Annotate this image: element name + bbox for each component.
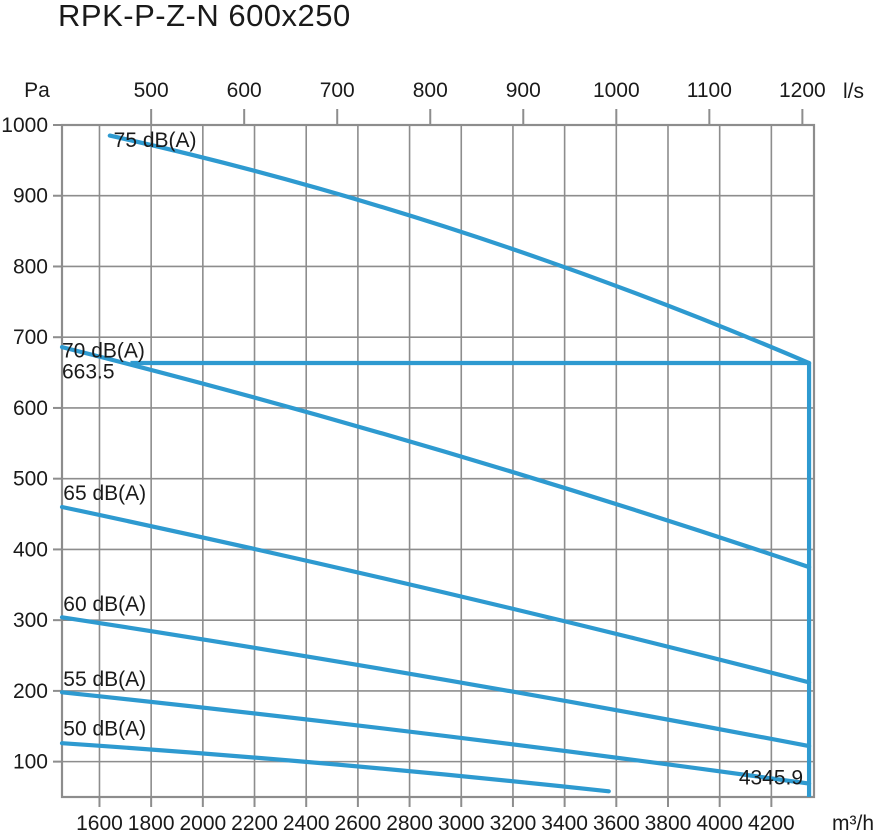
- page-title: RPK-P-Z-N 600x250: [58, 0, 351, 33]
- curve-50-db-a: [59, 741, 611, 794]
- curve-65-db-a: [59, 504, 812, 685]
- top-axis-tick-label: 1000: [593, 79, 640, 102]
- bottom-axis-tick-label: 3600: [593, 812, 640, 835]
- y-axis-unit-label: Pa: [24, 79, 50, 102]
- curve-70-db-a: [59, 345, 812, 570]
- bottom-axis-tick-label: 3800: [645, 812, 692, 835]
- bottom-axis-tick-label: 4000: [696, 812, 743, 835]
- left-axis-tick-label: 200: [13, 680, 48, 703]
- curve-label: 65 dB(A): [63, 482, 146, 505]
- top-axis-tick-label: 500: [134, 79, 169, 102]
- max-pressure-label: 663.5: [62, 360, 115, 383]
- left-axis-tick-label: 900: [13, 185, 48, 208]
- curve-60-db-a: [59, 615, 812, 749]
- bottom-axis-unit-label: m³/h: [832, 812, 874, 835]
- curve-label: 70 dB(A): [62, 339, 145, 362]
- curve-label: 50 dB(A): [63, 718, 146, 741]
- top-axis-tick-label: 1200: [779, 79, 826, 102]
- bottom-axis-tick-label: 1600: [76, 812, 123, 835]
- curve-label: 55 dB(A): [63, 668, 146, 691]
- bottom-axis-tick-label: 1800: [128, 812, 175, 835]
- operating-limit-line: [130, 360, 812, 797]
- top-axis-tick-label: 600: [227, 79, 262, 102]
- bottom-axis-tick-label: 2800: [386, 812, 433, 835]
- bottom-axis-tick-label: 3400: [541, 812, 588, 835]
- bottom-axis-tick-label: 4200: [748, 812, 795, 835]
- top-axis-tick-label: 800: [413, 79, 448, 102]
- bottom-axis-tick-label: 2400: [283, 812, 330, 835]
- left-axis-tick-label: 800: [13, 255, 48, 278]
- curve-55-db-a: [59, 690, 812, 786]
- bottom-axis-tick-label: 2200: [231, 812, 278, 835]
- bottom-axis-tick-label: 2600: [335, 812, 382, 835]
- bottom-axis-tick-label: 2000: [179, 812, 226, 835]
- top-axis-tick-label: 700: [320, 79, 355, 102]
- top-axis-tick-label: 1100: [687, 79, 732, 102]
- left-axis-tick-label: 700: [13, 326, 48, 349]
- left-axis-tick-label: 300: [13, 609, 48, 632]
- curve-label: 60 dB(A): [63, 593, 146, 616]
- bottom-axis-tick-label: 3200: [490, 812, 537, 835]
- top-axis-tick-label: 900: [506, 79, 541, 102]
- plot-frame: [60, 123, 816, 799]
- curve-label: 75 dB(A): [114, 129, 197, 152]
- left-axis-tick-label: 1000: [1, 114, 48, 137]
- left-axis-tick-label: 600: [13, 397, 48, 420]
- top-axis-unit-label: l/s: [843, 80, 864, 103]
- curve-75-db-a: [107, 133, 812, 366]
- bottom-axis-tick-label: 3000: [438, 812, 485, 835]
- max-flow-label: 4345.9: [739, 767, 803, 790]
- left-axis-tick-label: 100: [13, 751, 48, 774]
- left-axis-tick-label: 400: [13, 538, 48, 561]
- left-axis-tick-label: 500: [13, 468, 48, 491]
